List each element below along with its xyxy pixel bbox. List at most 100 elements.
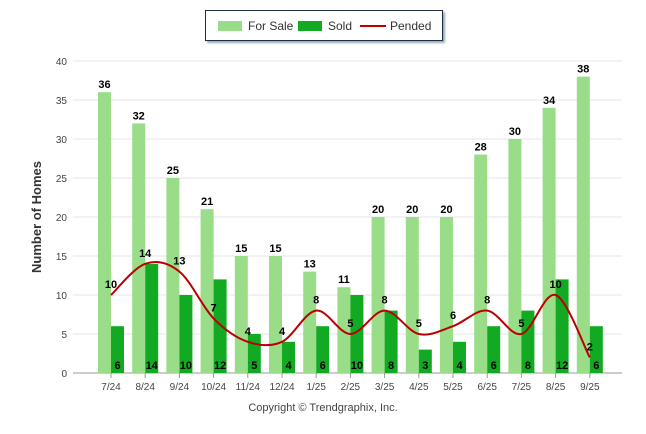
- for-sale-bar: [234, 256, 248, 373]
- pended-value-label: 13: [173, 256, 185, 268]
- x-tick-label: 7/24: [101, 382, 121, 393]
- sold-value-label: 3: [422, 360, 428, 372]
- legend: For Sale Sold Pended: [205, 10, 443, 41]
- sold-bar: [282, 341, 295, 373]
- for-sale-bar: [269, 256, 282, 373]
- x-tick-label: 5/25: [443, 382, 463, 393]
- for-sale-bar: [303, 271, 317, 373]
- for-sale-bar: [132, 123, 146, 374]
- sold-bar: [384, 310, 398, 373]
- y-tick-label: 30: [56, 135, 68, 146]
- sold-value-label: 4: [285, 360, 292, 372]
- x-tick-label: 9/24: [170, 382, 190, 393]
- pended-value-label: 10: [549, 279, 561, 291]
- legend-label: For Sale: [248, 19, 294, 33]
- for-sale-value-label: 20: [440, 204, 452, 216]
- for-sale-value-label: 21: [201, 196, 213, 208]
- for-sale-value-label: 20: [406, 204, 418, 216]
- x-tick-label: 1/25: [306, 382, 326, 393]
- y-tick-label: 0: [61, 369, 67, 380]
- for-sale-value-label: 38: [577, 64, 589, 76]
- pended-value-label: 4: [279, 326, 286, 338]
- sold-value-label: 5: [251, 360, 257, 372]
- x-tick-label: 2/25: [341, 382, 361, 393]
- pended-value-label: 2: [587, 341, 593, 353]
- x-tick-label: 8/24: [135, 382, 155, 393]
- legend-label: Sold: [328, 19, 353, 33]
- sold-value-label: 10: [351, 360, 363, 372]
- for-sale-bar: [474, 154, 488, 373]
- for-sale-bar: [166, 178, 180, 373]
- for-sale-bar: [440, 217, 453, 373]
- sold-value-label: 4: [456, 360, 463, 372]
- x-tick-label: 12/24: [269, 382, 294, 393]
- pended-value-label: 4: [245, 326, 252, 338]
- pended-value-label: 5: [347, 318, 353, 330]
- sold-bar: [487, 326, 501, 373]
- for-sale-value-label: 32: [133, 110, 145, 122]
- pended-value-label: 8: [313, 295, 319, 307]
- copyright: Copyright © Trendgraphix, Inc.: [248, 402, 398, 414]
- for-sale-bar: [508, 139, 522, 373]
- for-sale-bar: [405, 217, 419, 373]
- sold-value-label: 10: [180, 360, 192, 372]
- x-tick-label: 9/25: [580, 382, 600, 393]
- sold-value-label: 8: [525, 360, 531, 372]
- sold-value-label: 12: [214, 360, 226, 372]
- for-sale-value-label: 30: [509, 126, 521, 138]
- x-tick-label: 10/24: [201, 382, 226, 393]
- sold-value-label: 12: [556, 360, 568, 372]
- y-tick-label: 15: [56, 252, 68, 263]
- sold-value-label: 14: [146, 360, 159, 372]
- sold-bar: [316, 326, 330, 373]
- sold-value-label: 6: [593, 360, 599, 372]
- sold-value-label: 8: [388, 360, 394, 372]
- for-sale-value-label: 15: [235, 243, 247, 255]
- x-axis-ticks: 7/24 8/24 9/24 10/24 11/24 12/24 1/25 2/25 3/25 4…: [101, 373, 600, 393]
- for-sale-bar: [576, 76, 590, 373]
- y-tick-label: 35: [56, 96, 68, 107]
- x-tick-label: 4/25: [409, 382, 429, 393]
- x-tick-label: 8/25: [546, 382, 566, 393]
- y-tick-label: 10: [56, 291, 68, 302]
- y-tick-label: 5: [61, 330, 67, 341]
- x-tick-label: 7/25: [512, 382, 532, 393]
- sold-bar: [213, 279, 227, 373]
- x-tick-label: 6/25: [477, 382, 497, 393]
- pended-value-label: 8: [484, 295, 490, 307]
- pended-value-label: 10: [105, 279, 117, 291]
- pended-value-label: 7: [211, 302, 217, 314]
- sold-swatch: [298, 21, 322, 31]
- data-labels: 3663214251021121551541361110208203204286…: [98, 64, 599, 372]
- sold-value-label: 6: [114, 360, 120, 372]
- pended-value-label: 6: [450, 310, 456, 322]
- sold-bar: [145, 263, 159, 373]
- sold-value-label: 6: [320, 360, 326, 372]
- for-sale-bar: [542, 107, 556, 374]
- for-sale-value-label: 25: [167, 165, 179, 177]
- pended-series-line: [110, 261, 591, 358]
- x-tick-label: 11/24: [236, 382, 261, 393]
- for-sale-swatch: [218, 21, 242, 31]
- sold-value-label: 6: [491, 360, 497, 372]
- sold-bar: [418, 349, 432, 373]
- sold-bar: [179, 295, 193, 373]
- sold-bar: [350, 295, 364, 373]
- for-sale-value-label: 15: [269, 243, 281, 255]
- legend-label: Pended: [390, 19, 432, 33]
- y-axis-label: Number of Homes: [29, 161, 44, 273]
- for-sale-value-label: 28: [475, 142, 487, 154]
- for-sale-value-label: 11: [338, 274, 350, 286]
- for-sale-value-label: 13: [304, 259, 316, 271]
- pended-value-label: 14: [139, 248, 152, 260]
- pended-swatch: [360, 25, 386, 27]
- pended-line: [110, 261, 591, 358]
- y-tick-label: 20: [56, 213, 68, 224]
- x-tick-label: 3/25: [375, 382, 395, 393]
- pended-value-label: 8: [382, 295, 388, 307]
- sold-bar: [453, 341, 466, 373]
- for-sale-value-label: 36: [98, 79, 110, 91]
- for-sale-bar: [200, 209, 214, 373]
- for-sale-bar: [337, 287, 351, 373]
